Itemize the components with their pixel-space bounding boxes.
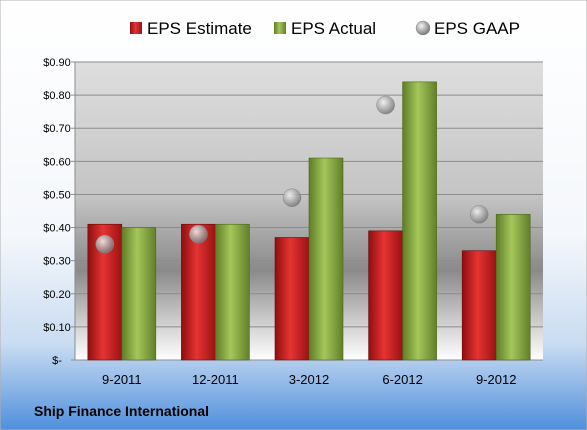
y-tick-label: $0.70 bbox=[43, 123, 71, 135]
x-tick-label: 9-2011 bbox=[102, 372, 142, 387]
x-tick-label: 9-2012 bbox=[476, 372, 516, 387]
marker-eps-gaap bbox=[469, 205, 489, 224]
y-tick-label: $0.80 bbox=[43, 90, 71, 102]
bar-eps-actual bbox=[402, 81, 437, 361]
y-tick-label: $- bbox=[52, 355, 62, 367]
y-tick-label: $0.30 bbox=[43, 256, 71, 268]
legend-swatch-eps-estimate bbox=[130, 22, 142, 34]
y-tick-label: $0.40 bbox=[43, 223, 71, 235]
legend: EPS Estimate EPS Actual EPS GAAP bbox=[130, 19, 520, 38]
bar-eps-estimate bbox=[181, 223, 216, 361]
y-tick-label: $0.50 bbox=[43, 189, 71, 201]
y-tick-label: $0.90 bbox=[43, 57, 71, 69]
legend-swatch-eps-gaap bbox=[415, 20, 431, 36]
bar-eps-estimate bbox=[461, 250, 497, 361]
bar-eps-actual bbox=[495, 214, 531, 361]
marker-eps-gaap bbox=[282, 188, 302, 208]
x-tick-label: 6-2012 bbox=[382, 372, 422, 387]
marker-eps-gaap bbox=[189, 224, 208, 244]
bar-eps-actual bbox=[308, 157, 344, 361]
y-tick-label: $0.20 bbox=[43, 289, 71, 301]
legend-label: EPS Estimate bbox=[147, 19, 252, 38]
marker-eps-gaap bbox=[95, 234, 115, 254]
footer-company-name: Ship Finance International bbox=[34, 403, 209, 419]
y-tick-label: $0.10 bbox=[43, 322, 71, 334]
bar-eps-estimate bbox=[368, 230, 403, 361]
bar-eps-actual bbox=[215, 223, 250, 361]
y-tick-label: $0.60 bbox=[43, 156, 71, 168]
y-axis-ticks: $- $0.10 $0.20 $0.30 $0.40 $0.50 $0.60 $0.70 $0.… bbox=[43, 57, 71, 367]
marker-eps-gaap bbox=[376, 95, 395, 115]
bar-eps-actual bbox=[121, 227, 157, 361]
bar-eps-estimate bbox=[274, 237, 310, 361]
x-axis-labels: 9-2011 12-2011 3-2012 6-2012 9-2012 bbox=[102, 372, 516, 387]
legend-label: EPS GAAP bbox=[434, 19, 520, 38]
legend-label: EPS Actual bbox=[291, 19, 376, 38]
legend-swatch-eps-actual bbox=[274, 22, 286, 34]
x-tick-label: 3-2012 bbox=[289, 372, 329, 387]
x-tick-label: 12-2011 bbox=[192, 372, 239, 387]
bars bbox=[87, 81, 531, 361]
gaap-markers bbox=[95, 95, 489, 254]
